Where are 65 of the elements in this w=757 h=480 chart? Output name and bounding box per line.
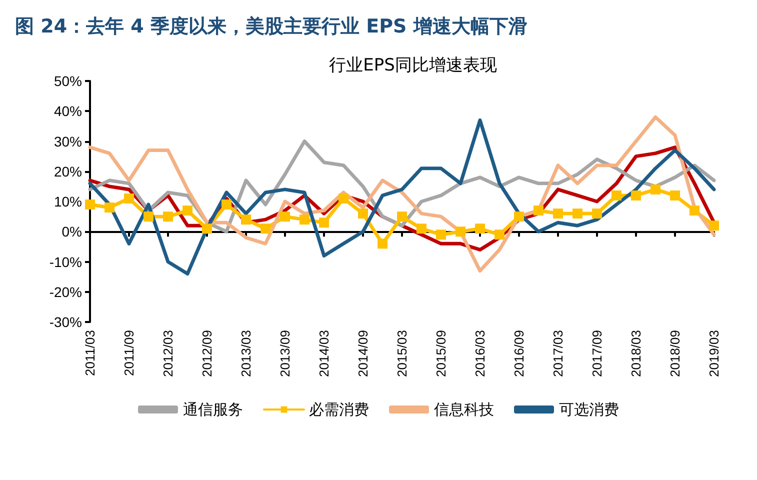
x-tick-label: 2016/03: [472, 330, 488, 377]
y-tick-label: 0%: [62, 224, 82, 240]
x-tick-label: 2011/03: [82, 330, 98, 376]
legend-label: 通信服务: [183, 400, 243, 418]
y-tick-label: 20%: [54, 163, 82, 180]
x-tick-label: 2013/03: [238, 330, 254, 377]
point: [572, 208, 582, 219]
x-tick-label: 2016/09: [512, 330, 526, 377]
x-tick-label: 2013/09: [278, 330, 292, 377]
x-tick-label: 2015/09: [434, 330, 448, 377]
point: [592, 208, 602, 219]
point: [534, 206, 544, 216]
point: [124, 193, 134, 204]
point: [397, 212, 407, 222]
point: [416, 224, 426, 234]
point: [436, 230, 446, 240]
x-tick-label: 2018/09: [668, 330, 682, 377]
x-tick-label: 2015/03: [394, 330, 410, 377]
x-tick-label: 2017/09: [590, 330, 604, 377]
x-tick-label: 2011/09: [122, 330, 136, 376]
point: [104, 202, 114, 213]
point: [553, 208, 563, 219]
x-tick-label: 2014/03: [316, 330, 332, 377]
x-tick-label: 2012/09: [200, 330, 214, 377]
point: [514, 212, 524, 222]
legend-label: 必需消费: [309, 400, 369, 418]
point: [182, 206, 192, 216]
legend-label: 信息科技: [434, 400, 494, 418]
y-tick-label: -10%: [49, 254, 82, 270]
point: [494, 230, 504, 240]
point: [85, 200, 95, 210]
chart-title: 图 24：去年 4 季度以来，美股主要行业 EPS 增速大幅下滑: [15, 16, 528, 38]
point: [222, 200, 232, 210]
x-tick-label: 2018/03: [628, 330, 644, 377]
point: [358, 208, 368, 219]
point: [319, 218, 329, 228]
x-tick-label: 2017/03: [550, 330, 566, 377]
point: [631, 190, 641, 200]
y-tick-label: -20%: [49, 284, 82, 300]
y-tick-label: 50%: [54, 73, 82, 89]
x-tick-label: 2014/09: [356, 330, 370, 377]
y-tick-label: -30%: [49, 314, 82, 330]
point: [709, 220, 719, 231]
point: [650, 184, 660, 194]
y-tick-label: 10%: [54, 194, 82, 210]
legend-label: 可选消费: [559, 400, 619, 418]
point: [163, 212, 173, 222]
x-tick-label: 2012/03: [160, 330, 176, 377]
point: [260, 224, 270, 234]
x-tick-label: 2019/03: [706, 330, 722, 377]
point: [475, 224, 485, 234]
point: [241, 214, 251, 225]
point: [300, 214, 310, 225]
point: [338, 193, 348, 204]
point: [280, 212, 290, 222]
y-tick-label: 30%: [54, 133, 82, 150]
point: [144, 212, 154, 222]
point: [202, 224, 212, 234]
chart-subtitle: 行业EPS同比增速表现: [329, 56, 497, 76]
point: [670, 190, 680, 200]
point: [612, 190, 622, 200]
point: [690, 206, 700, 216]
point: [456, 226, 466, 237]
point: [378, 238, 388, 249]
y-tick-label: 40%: [54, 103, 82, 120]
